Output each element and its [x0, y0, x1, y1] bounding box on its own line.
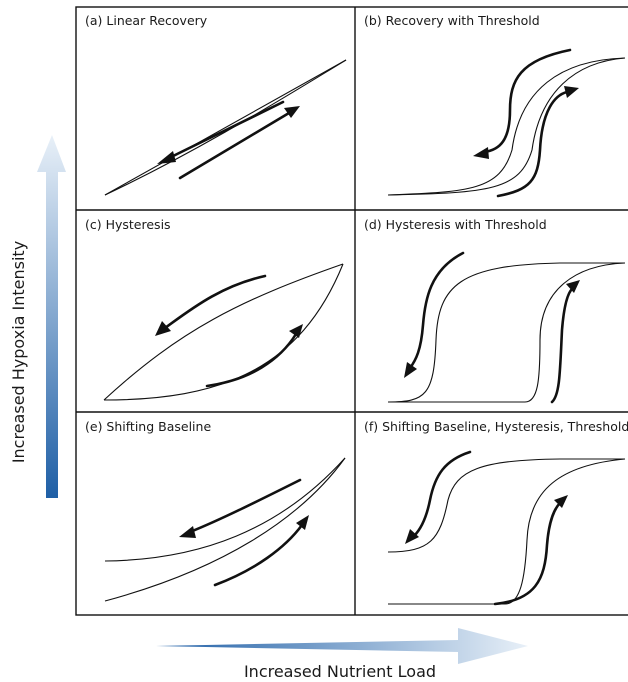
panel-d: [387, 251, 626, 404]
panel-grid: [75, 6, 628, 616]
panel-e-label: (e) Shifting Baseline: [85, 419, 211, 434]
y-axis-label: Increased Hypoxia Intensity: [9, 241, 28, 463]
panel-d-label: (d) Hysteresis with Threshold: [364, 217, 547, 232]
panel-f-label: (f) Shifting Baseline, Hysteresis, Thres…: [364, 419, 628, 434]
panel-e: [104, 457, 346, 602]
panel-b: [387, 48, 626, 198]
y-axis-arrow: [37, 135, 66, 498]
panel-c: [103, 263, 344, 401]
panel-a-label: (a) Linear Recovery: [85, 13, 208, 28]
panel-b-label: (b) Recovery with Threshold: [364, 13, 540, 28]
panel-f: [387, 450, 626, 606]
panel-c-label: (c) Hysteresis: [85, 217, 171, 232]
x-axis-arrow: [156, 628, 528, 664]
x-axis-label: Increased Nutrient Load: [244, 662, 436, 681]
panel-a: [104, 59, 347, 196]
